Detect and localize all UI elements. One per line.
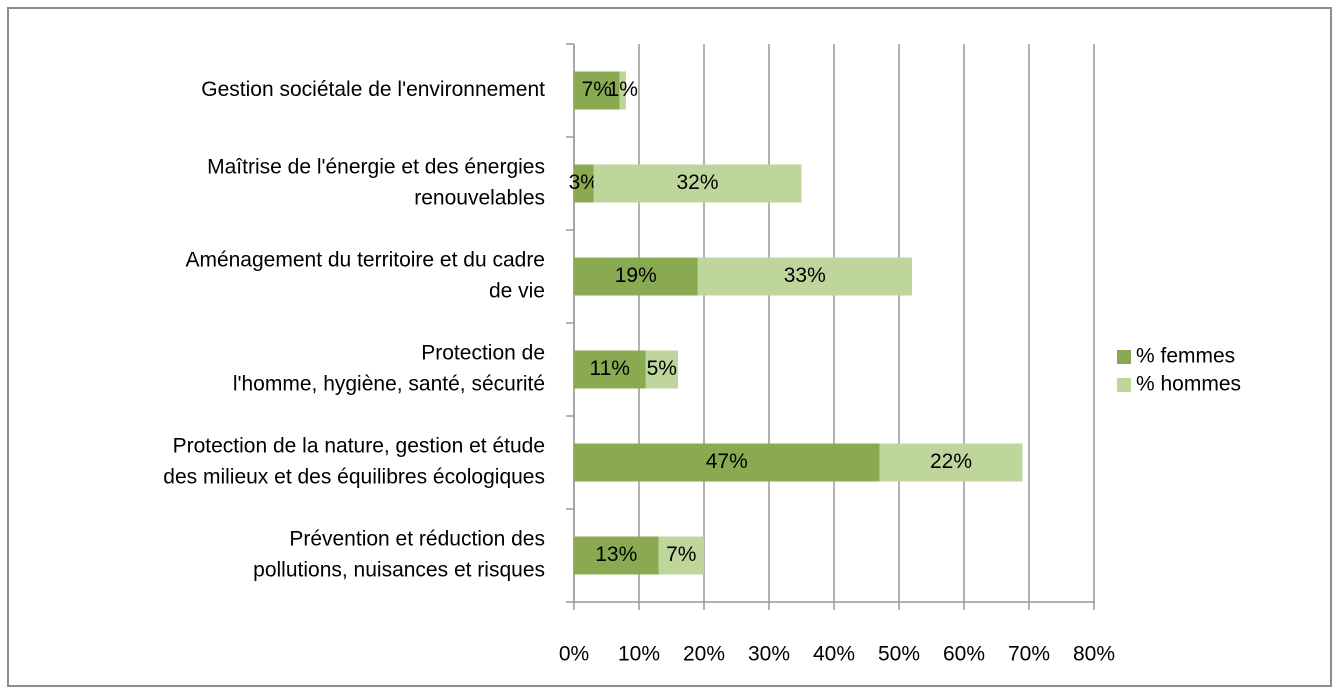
y-tick-label: de vie xyxy=(489,280,545,303)
x-tick-label: 50% xyxy=(878,643,920,666)
y-tick-label: Aménagement du territoire et du cadre xyxy=(185,249,545,272)
x-tick-label: 20% xyxy=(683,643,725,666)
data-label: 7% xyxy=(582,78,612,101)
data-label: 5% xyxy=(647,357,677,380)
data-label: 7% xyxy=(666,543,696,566)
legend-swatch xyxy=(1117,350,1131,364)
data-label: 33% xyxy=(784,264,826,287)
data-label: 32% xyxy=(676,171,718,194)
y-tick-label: renouvelables xyxy=(414,187,545,210)
bar xyxy=(658,536,704,575)
chart-border xyxy=(7,7,1332,687)
data-label: 3% xyxy=(569,171,599,194)
bar xyxy=(879,443,1023,482)
y-tick-label: Gestion sociétale de l'environnement xyxy=(201,78,545,101)
x-tick-label: 40% xyxy=(813,643,855,666)
data-label: 1% xyxy=(608,78,638,101)
y-tick-label: Maîtrise de l'énergie et des énergies xyxy=(207,156,545,179)
y-tick-label: Protection de xyxy=(421,342,545,365)
x-tick-label: 70% xyxy=(1008,643,1050,666)
y-tick-label: pollutions, nuisances et risques xyxy=(253,559,545,582)
y-tick-label: l'homme, hygiène, santé, sécurité xyxy=(233,373,545,396)
x-tick-label: 30% xyxy=(748,643,790,666)
bar xyxy=(574,71,620,110)
y-tick-label: des milieux et des équilibres écologique… xyxy=(163,466,545,489)
bar xyxy=(645,350,678,389)
y-tick-label: Protection de la nature, gestion et étud… xyxy=(173,435,545,458)
data-label: 13% xyxy=(595,543,637,566)
y-tick-label: Prévention et réduction des xyxy=(289,528,545,551)
x-tick-label: 0% xyxy=(559,643,589,666)
data-label: 19% xyxy=(615,264,657,287)
x-tick-label: 80% xyxy=(1073,643,1115,666)
x-tick-label: 60% xyxy=(943,643,985,666)
bar xyxy=(619,71,626,110)
data-label: 11% xyxy=(590,357,630,380)
bar xyxy=(574,536,659,575)
bar xyxy=(574,257,698,296)
bar xyxy=(574,443,880,482)
bar xyxy=(574,164,594,203)
legend-label: % femmes xyxy=(1136,345,1235,368)
legend-swatch xyxy=(1117,378,1131,392)
bar xyxy=(574,350,646,389)
data-label: 47% xyxy=(706,450,748,473)
x-tick-label: 10% xyxy=(618,643,660,666)
data-label: 22% xyxy=(930,450,972,473)
bar xyxy=(593,164,802,203)
bar xyxy=(697,257,912,296)
legend-label: % hommes xyxy=(1136,373,1241,396)
